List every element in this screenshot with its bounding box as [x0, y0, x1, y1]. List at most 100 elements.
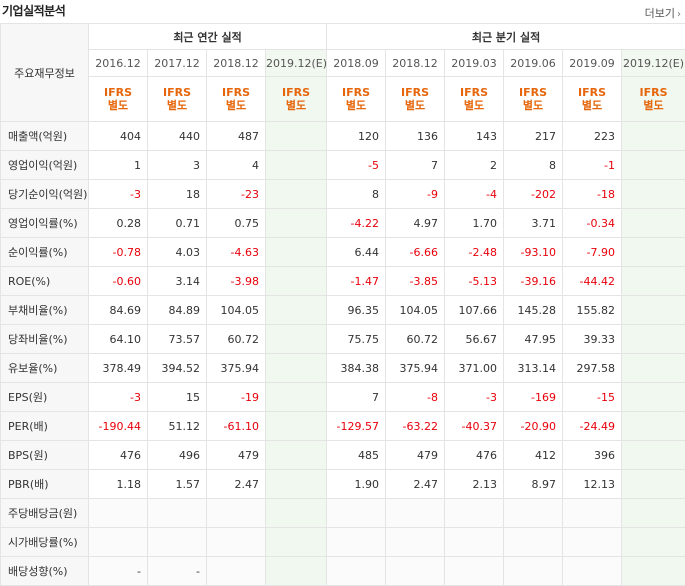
period-header: 2019.12(E) [622, 50, 685, 77]
table-cell: -63.22 [386, 412, 445, 441]
table-cell: -3.85 [386, 267, 445, 296]
table-cell: -0.34 [563, 209, 622, 238]
table-cell [622, 122, 685, 151]
more-link[interactable]: 더보기› [645, 5, 681, 21]
table-cell: -3 [89, 180, 148, 209]
table-cell: 84.89 [148, 296, 207, 325]
table-cell [266, 325, 327, 354]
table-cell: 2.47 [386, 470, 445, 499]
standard-line1: IFRS [207, 86, 265, 99]
table-cell [622, 151, 685, 180]
table-cell: -202 [504, 180, 563, 209]
table-cell: 371.00 [445, 354, 504, 383]
table-cell: 2.47 [207, 470, 266, 499]
table-row: 배당성향(%)-- [1, 557, 685, 586]
table-cell: 496 [148, 441, 207, 470]
standard-line1: IFRS [622, 86, 685, 99]
table-cell: 3.71 [504, 209, 563, 238]
quarterly-group-header: 최근 분기 실적 [327, 24, 685, 50]
table-cell: 1.70 [445, 209, 504, 238]
table-cell [266, 238, 327, 267]
more-label: 더보기 [645, 7, 675, 20]
table-cell [207, 499, 266, 528]
table-cell: -9 [386, 180, 445, 209]
table-cell: 412 [504, 441, 563, 470]
estimate-marker: (E) [669, 57, 685, 70]
table-cell: -1.47 [327, 267, 386, 296]
standard-line1: IFRS [266, 86, 326, 99]
row-label: 영업이익률(%) [1, 209, 89, 238]
table-cell [386, 499, 445, 528]
estimate-marker: (E) [312, 57, 328, 70]
standard-line2: 별도 [504, 99, 562, 112]
table-cell [622, 412, 685, 441]
table-cell: -61.10 [207, 412, 266, 441]
table-cell: 223 [563, 122, 622, 151]
table-cell: 104.05 [207, 296, 266, 325]
row-label: EPS(원) [1, 383, 89, 412]
table-cell [266, 470, 327, 499]
table-cell: 297.58 [563, 354, 622, 383]
period-header: 2017.12 [148, 50, 207, 77]
table-cell [622, 180, 685, 209]
table-cell [327, 557, 386, 586]
standard-line1: IFRS [327, 86, 385, 99]
standard-line2: 별도 [445, 99, 503, 112]
table-cell [563, 499, 622, 528]
table-cell: -8 [386, 383, 445, 412]
row-label: 순이익률(%) [1, 238, 89, 267]
table-cell: 378.49 [89, 354, 148, 383]
table-cell: -3 [89, 383, 148, 412]
table-cell: 375.94 [386, 354, 445, 383]
standard-line2: 별도 [207, 99, 265, 112]
table-cell [622, 383, 685, 412]
period-header: 2019.12(E) [266, 50, 327, 77]
corner-label: 주요재무정보 [1, 24, 89, 122]
standard-line1: IFRS [148, 86, 206, 99]
table-cell: 51.12 [148, 412, 207, 441]
table-cell [622, 528, 685, 557]
table-cell: 107.66 [445, 296, 504, 325]
table-cell: 60.72 [207, 325, 266, 354]
table-cell: 404 [89, 122, 148, 151]
table-cell [386, 528, 445, 557]
table-cell: 145.28 [504, 296, 563, 325]
table-cell: -1 [563, 151, 622, 180]
row-label: 시가배당률(%) [1, 528, 89, 557]
table-cell [207, 557, 266, 586]
table-cell: 4.03 [148, 238, 207, 267]
table-cell: 6.44 [327, 238, 386, 267]
table-cell: 7 [327, 383, 386, 412]
table-cell [622, 354, 685, 383]
table-cell: 394.52 [148, 354, 207, 383]
table-cell: - [89, 557, 148, 586]
table-cell: -40.37 [445, 412, 504, 441]
table-cell: 104.05 [386, 296, 445, 325]
standard-line1: IFRS [89, 86, 147, 99]
table-cell: -190.44 [89, 412, 148, 441]
table-cell [266, 151, 327, 180]
table-cell: 313.14 [504, 354, 563, 383]
table-cell [89, 499, 148, 528]
table-cell: 47.95 [504, 325, 563, 354]
table-cell: -4.22 [327, 209, 386, 238]
standard-line2: 별도 [622, 99, 685, 112]
table-cell: 375.94 [207, 354, 266, 383]
row-label: 배당성향(%) [1, 557, 89, 586]
table-cell: 2.13 [445, 470, 504, 499]
table-cell: -7.90 [563, 238, 622, 267]
table-cell [504, 528, 563, 557]
table-cell [148, 528, 207, 557]
row-label: 주당배당금(원) [1, 499, 89, 528]
